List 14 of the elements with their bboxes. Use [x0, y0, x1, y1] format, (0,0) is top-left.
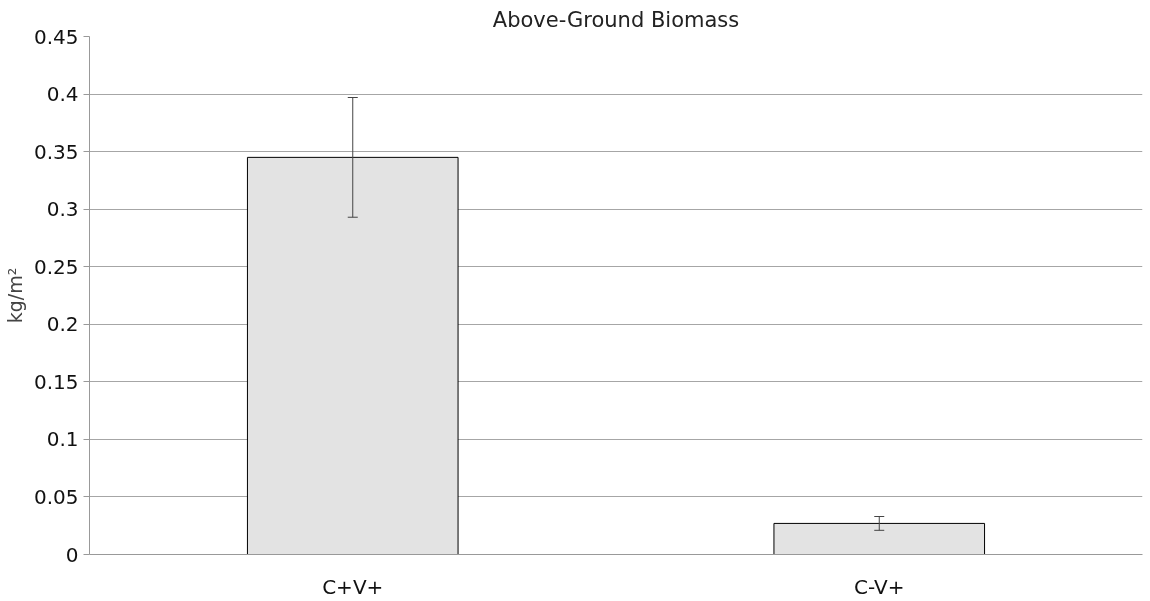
y-tick-label: 0.15 — [33, 369, 79, 394]
y-tick-label: 0.05 — [33, 484, 79, 509]
y-tick-label: 0.4 — [46, 82, 79, 107]
y-tick-label: 0.2 — [46, 312, 79, 337]
x-tick-label: C-V+ — [854, 574, 905, 599]
chart-title: Above-Ground Biomass — [492, 7, 740, 32]
y-tick-label: 0.25 — [33, 254, 79, 279]
y-tick-label: 0.1 — [46, 427, 79, 452]
y-tick-label: 0.35 — [33, 139, 79, 164]
x-tick-label: C+V+ — [322, 574, 384, 599]
y-tick-label: 0.45 — [33, 24, 79, 49]
y-axis-title: kg/m² — [3, 267, 26, 324]
y-tick-label: 0.3 — [46, 197, 79, 222]
y-tick-label: 0 — [65, 542, 79, 567]
